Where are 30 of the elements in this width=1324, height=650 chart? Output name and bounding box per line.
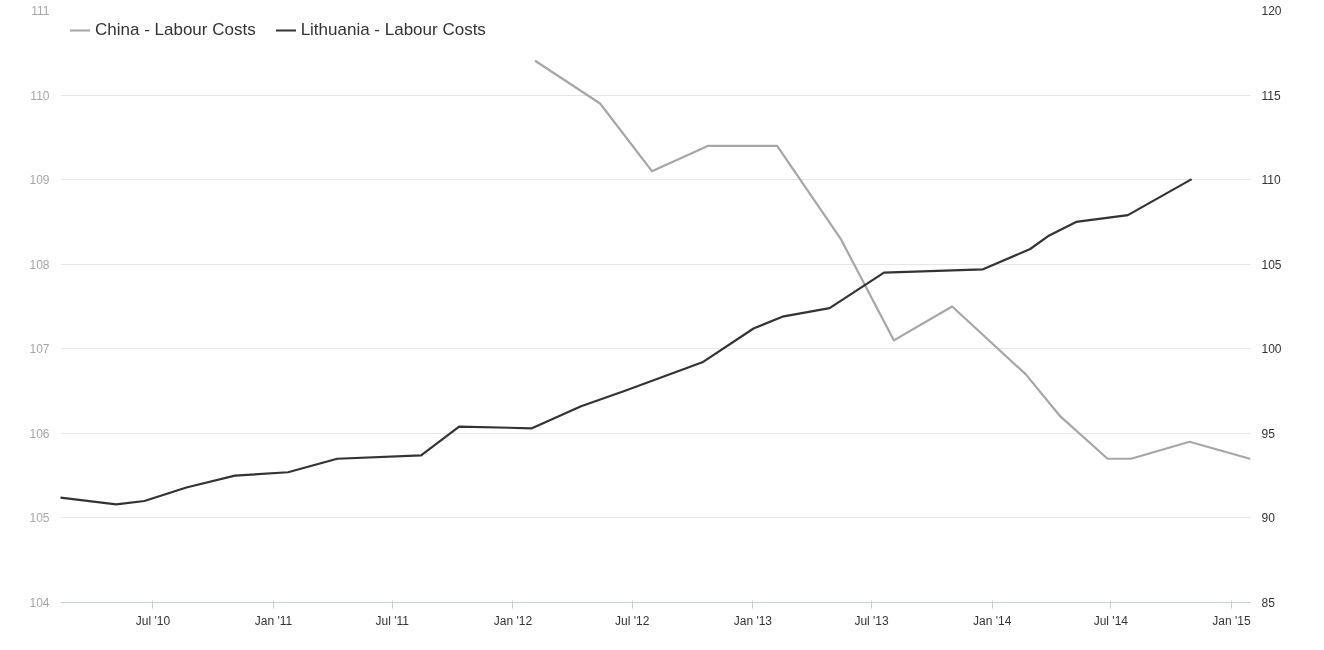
y2-tick-label: 90	[1261, 511, 1276, 526]
x-tick-label: Jan '15	[1212, 613, 1251, 628]
legend-label: China - Labour Costs	[95, 20, 256, 40]
line-series	[60, 178, 1192, 506]
y-tick-label: 104	[29, 596, 50, 610]
x-tick-label: Jan '12	[493, 613, 533, 628]
line-series	[534, 60, 1251, 460]
y-tick-label: 109	[29, 173, 50, 188]
x-tick-label: Jan '14	[973, 613, 1012, 628]
y-tick-label: 105	[29, 511, 50, 526]
x-tick-label: Jan '11	[254, 613, 293, 628]
x-tick-label: Jul '11	[375, 613, 410, 628]
x-tick-label: Jul '13	[854, 613, 890, 628]
legend-label: Lithuania - Labour Costs	[300, 20, 486, 40]
y-tick-label: 106	[29, 426, 50, 441]
y2-tick-label: 100	[1261, 342, 1282, 357]
y-tick-label: 110	[30, 88, 50, 103]
y-tick-label: 111	[31, 4, 50, 18]
y-tick-label: 107	[29, 342, 50, 357]
y2-tick-label: 85	[1261, 596, 1276, 610]
x-tick-label: Jul '10	[135, 613, 171, 628]
x-tick-label: Jul '14	[1093, 613, 1129, 628]
y2-tick-label: 120	[1261, 4, 1282, 18]
x-tick-label: Jan '13	[733, 613, 773, 628]
y2-tick-label: 110	[1261, 173, 1281, 188]
y-tick-label: 108	[29, 257, 50, 272]
x-tick-label: Jul '12	[615, 613, 650, 628]
y2-tick-label: 95	[1261, 426, 1276, 441]
y2-tick-label: 105	[1261, 257, 1282, 272]
y2-tick-label: 115	[1261, 88, 1281, 103]
